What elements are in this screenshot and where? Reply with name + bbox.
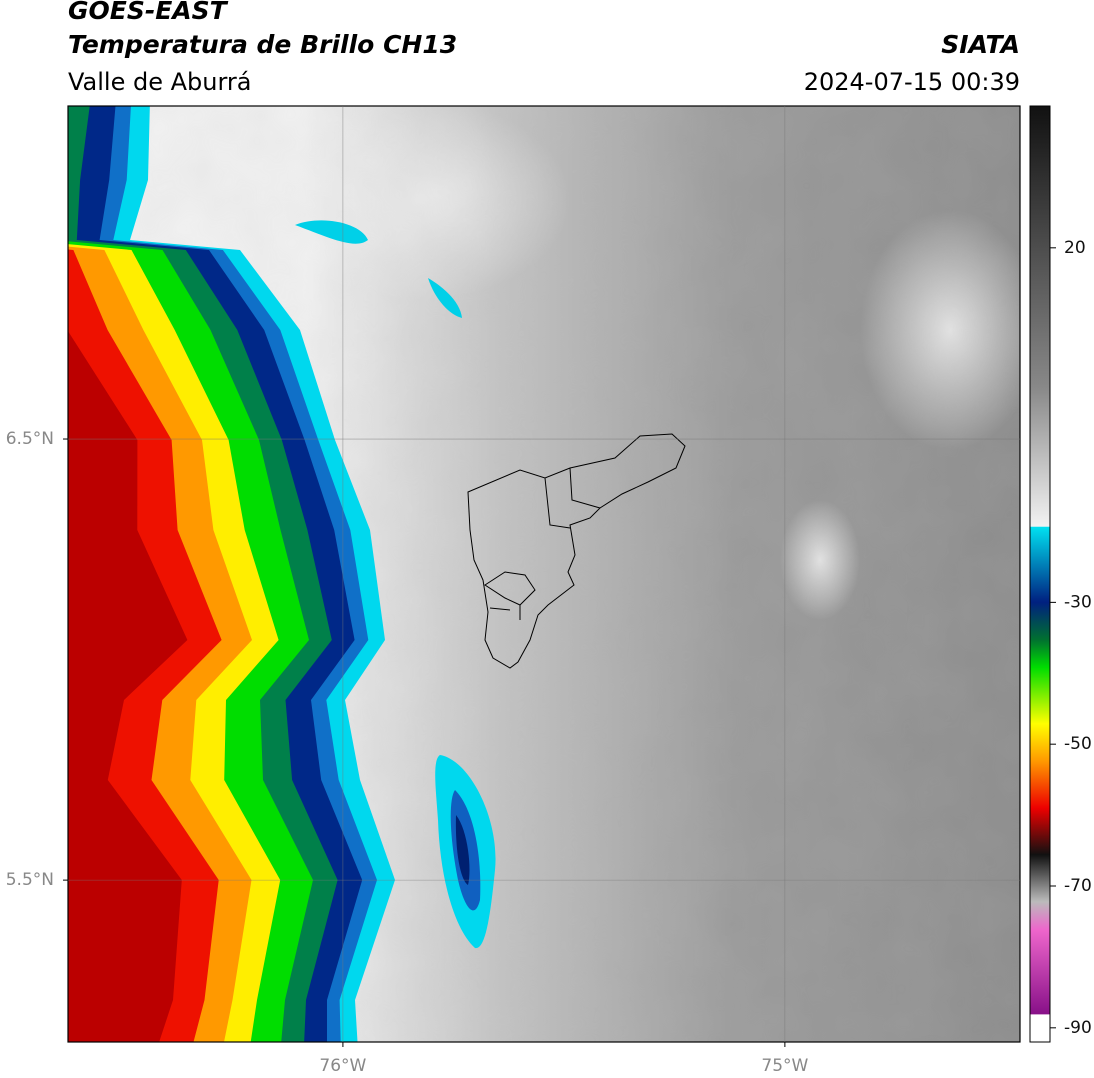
colorbar-tick-label: -70 bbox=[1064, 876, 1092, 896]
colorbar-tick-label: -50 bbox=[1064, 734, 1092, 754]
x-tick-label: 76°W bbox=[319, 1056, 366, 1076]
colorbar-tick-label: -90 bbox=[1064, 1018, 1092, 1038]
map-frame bbox=[67, 105, 1021, 1043]
region: Valle de Aburrá bbox=[68, 68, 252, 96]
cloud-band bbox=[68, 331, 188, 1042]
title: GOES-EAST bbox=[68, 0, 229, 25]
x-tick-label: 75°W bbox=[761, 1056, 808, 1076]
satellite-image bbox=[68, 106, 1020, 1042]
y-tick-label: 6.5°N bbox=[6, 429, 54, 449]
y-tick-label: 5.5°N bbox=[6, 870, 54, 890]
colorbar-tick-label: -30 bbox=[1064, 592, 1092, 612]
timestamp: 2024-07-15 00:39 bbox=[804, 68, 1020, 96]
colorbar-tick-label: 20 bbox=[1064, 238, 1086, 258]
source: SIATA bbox=[941, 30, 1020, 59]
colorbar bbox=[1029, 105, 1051, 1043]
subtitle: Temperatura de Brillo CH13 bbox=[68, 30, 457, 59]
